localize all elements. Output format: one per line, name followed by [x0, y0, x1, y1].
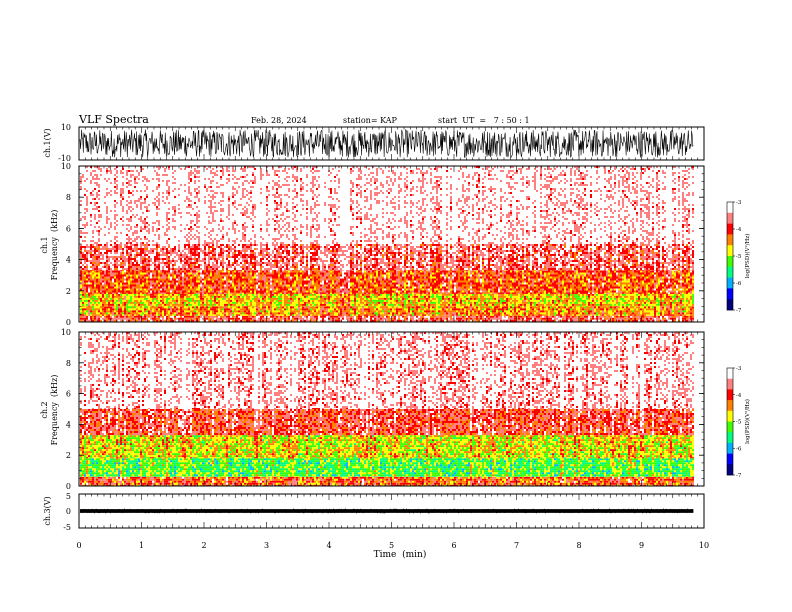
spec2-ytick-label: 10: [61, 328, 71, 337]
time-axis-tick-label: 0: [76, 541, 81, 550]
spec1-ytick-label: 4: [66, 256, 71, 265]
waveform-ch3-ticks: [78, 494, 705, 528]
spec1-ylabel: Frequency (kHz): [50, 210, 59, 281]
waveform-ch3-trace: [80, 509, 694, 513]
colorbar-tick-label: -7: [736, 473, 742, 479]
spec1-ylabel-channel: ch.1: [40, 236, 49, 253]
spec1-ytick-label: 8: [66, 193, 71, 202]
figure-date: Feb. 28, 2024: [251, 116, 307, 125]
spec2-ylabel-channel: ch.2: [40, 401, 49, 418]
time-axis-tick-label: 6: [451, 541, 456, 550]
colorbar-tick-label: -4: [736, 393, 742, 399]
ch1-ylabel: ch.1(V): [43, 128, 52, 157]
spectrogram-ch1-image: [79, 166, 704, 322]
spec2-ytick-label: 6: [66, 390, 71, 399]
spec1-ytick-label: 2: [66, 287, 71, 296]
colorbar-ch2: -3 -4 -5 -6 -7 log(PSD)(V²/Hz): [726, 366, 751, 479]
figure-station: station= KAP: [343, 116, 398, 125]
waveform-ch1-panel: 10 -10 ch.1(V): [43, 123, 705, 163]
colorbar-tick-label: -6: [736, 446, 742, 452]
spec2-ytick-label: 4: [66, 420, 71, 429]
ch3-ylabel: ch.3(V): [43, 496, 52, 525]
time-axis-tick-label: 9: [639, 541, 644, 550]
time-axis: 0 1 2 3 4 5 6 7 8 9 10: [76, 541, 709, 550]
spectrogram-ch2-panel: 0 2 4 6 8 10 ch.2 Frequency (kHz) -3 -4 -5 -6 -7 l…: [40, 328, 751, 491]
waveform-ch3-panel: 5 0 -5 ch.3(V): [43, 492, 705, 532]
time-axis-label: Time (min): [374, 549, 427, 560]
spec1-ytick-label: 10: [61, 162, 71, 171]
time-axis-tick-label: 2: [201, 541, 206, 550]
ch1-ytick-bottom: -10: [58, 154, 71, 163]
colorbar-tick-label: -5: [736, 254, 742, 260]
ch1-ytick-top: 10: [61, 123, 71, 132]
colorbar-label: log(PSD)(V²/Hz): [744, 399, 751, 444]
spec1-ytick-label: 6: [66, 224, 71, 233]
time-axis-tick-label: 7: [514, 541, 519, 550]
spectrogram-ch2-ticks: 0 2 4 6 8 10: [61, 328, 705, 491]
ch3-ytick-mid: 0: [66, 507, 71, 516]
colorbar-tick-label: -7: [736, 308, 742, 314]
figure-title: VLF Spectra: [78, 113, 149, 126]
spec2-ylabel: Frequency (kHz): [50, 375, 59, 446]
colorbar-ch1: -3 -4 -5 -6 -7 log(PSD)(V²/Hz): [726, 200, 751, 314]
time-axis-tick-label: 8: [576, 541, 581, 550]
spectrogram-ch1-panel: 0 2 4 6 8 10 ch.1 Frequency (kHz) -3 -4 -5 -6 -7 l…: [40, 162, 751, 327]
time-axis-tick-label: 1: [139, 541, 144, 550]
waveform-ch1-line: [79, 128, 694, 159]
colorbar-tick-label: -4: [736, 227, 742, 233]
time-axis-tick-label: 5: [389, 541, 394, 550]
time-axis-tick-label: 3: [264, 541, 269, 550]
time-axis-tick-label: 4: [326, 541, 331, 550]
ch3-ytick-bottom: -5: [63, 523, 71, 532]
colorbar-tick-label: -6: [736, 281, 742, 287]
ch3-ytick-top: 5: [66, 492, 71, 501]
spec2-ytick-label: 2: [66, 451, 71, 460]
colorbar-label: log(PSD)(V²/Hz): [744, 234, 751, 279]
spec2-ytick-label: 0: [66, 482, 71, 491]
spec2-ytick-label: 8: [66, 359, 71, 368]
time-axis-tick-label: 10: [699, 541, 709, 550]
figure-start-time: start UT = 7 : 50 : 1: [438, 116, 530, 125]
waveform-ch1-ticks: [78, 127, 705, 160]
spectrogram-ch2-image: [79, 332, 704, 486]
spec1-ytick-label: 0: [66, 318, 71, 327]
spectrogram-ch1-ticks: 0 2 4 6 8 10: [61, 162, 705, 327]
colorbar-tick-label: -3: [736, 200, 742, 206]
colorbar-tick-label: -5: [736, 420, 742, 426]
colorbar-tick-label: -3: [736, 366, 742, 372]
